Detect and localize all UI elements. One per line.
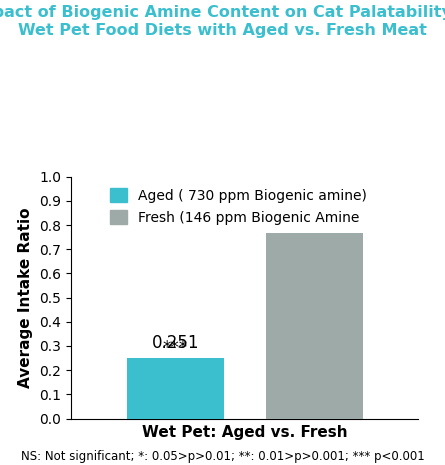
Bar (127, 358, 224, 418)
Legend: Aged ( 730 ppm Biogenic amine), Fresh (146 ppm Biogenic Amine: Aged ( 730 ppm Biogenic amine), Fresh (1… (106, 184, 371, 229)
Text: ***: *** (163, 339, 188, 357)
Text: Impact of Biogenic Amine Content on Cat Palatability in
Wet Pet Food Diets with : Impact of Biogenic Amine Content on Cat … (0, 5, 445, 38)
X-axis label: Wet Pet: Aged vs. Fresh: Wet Pet: Aged vs. Fresh (142, 425, 348, 440)
Bar (266, 232, 363, 418)
Text: 0.251: 0.251 (152, 334, 199, 352)
Y-axis label: Average Intake Ratio: Average Intake Ratio (17, 207, 32, 388)
Text: NS: Not significant; *: 0.05>p>0.01; **: 0.01>p>0.001; *** p<0.001: NS: Not significant; *: 0.05>p>0.01; **:… (20, 450, 425, 463)
